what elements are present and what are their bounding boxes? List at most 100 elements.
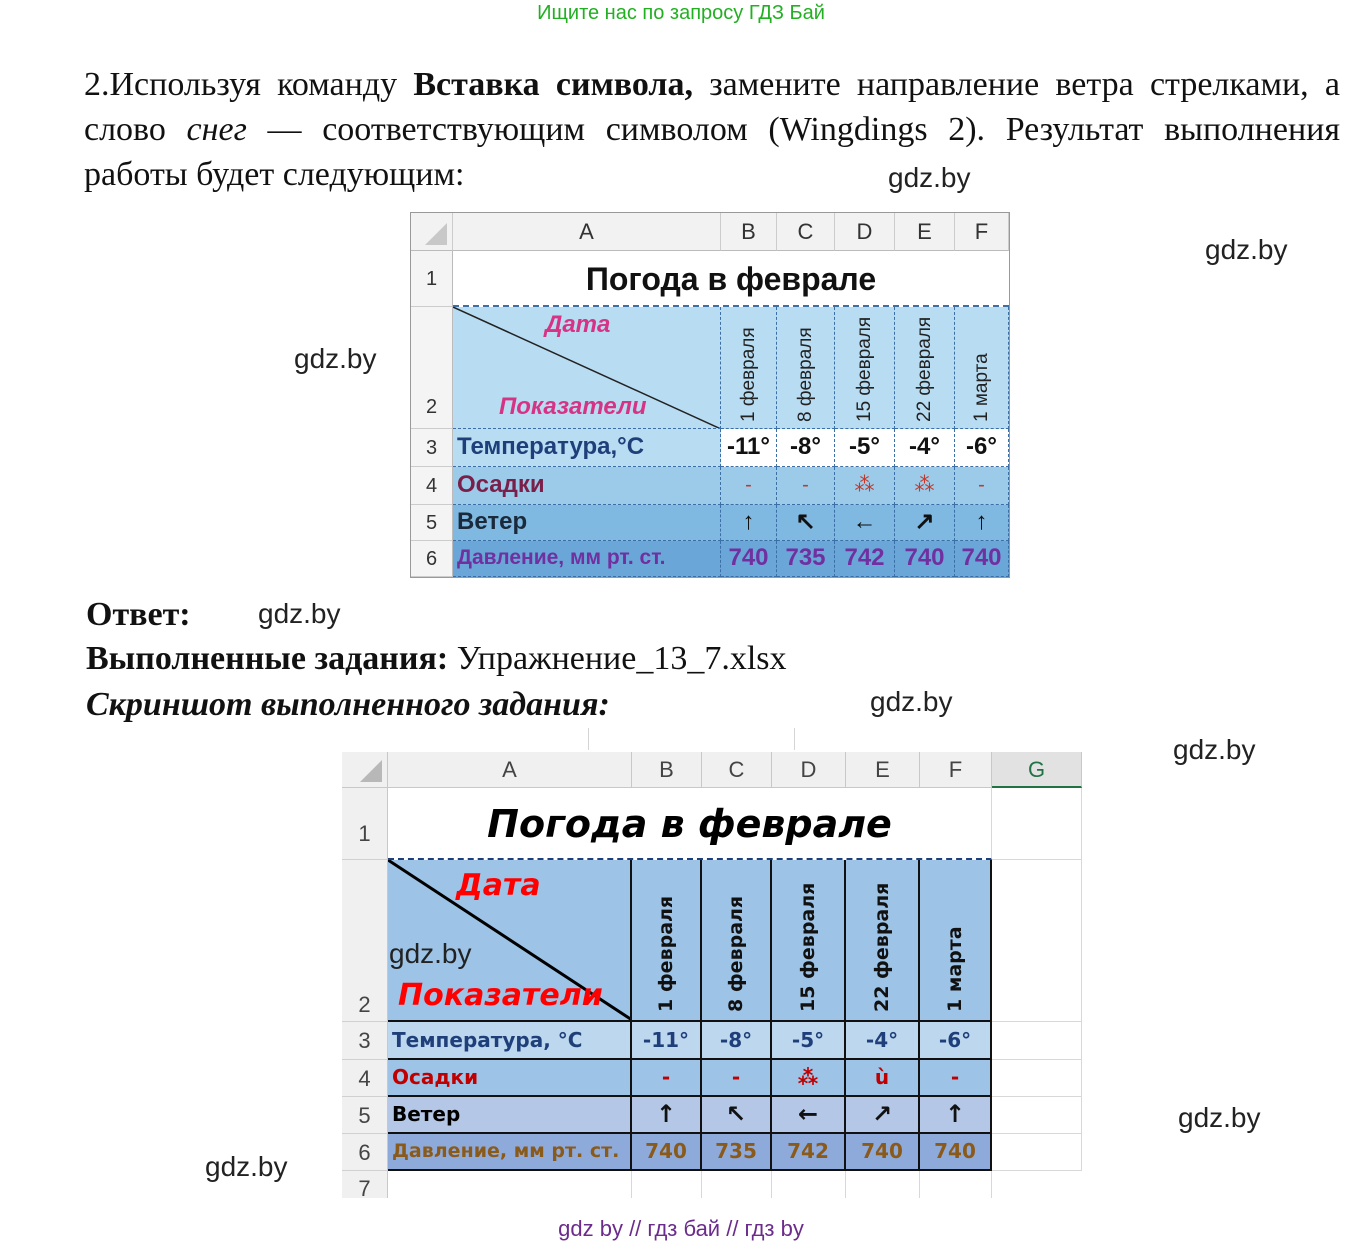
pressure-value[interactable]: 740 [920, 1134, 992, 1171]
row-header[interactable]: 1 [342, 788, 388, 860]
date-header-cell: 22 февраля [895, 307, 955, 429]
col-header: E [895, 213, 955, 251]
label-pressure[interactable]: Давление, мм рт. ст. [388, 1134, 632, 1171]
row-header[interactable]: 4 [342, 1060, 388, 1097]
diag-indicators-label: Показатели [398, 978, 603, 1013]
temperature-value[interactable]: -6° [920, 1022, 992, 1060]
date-header-cell[interactable]: 8 февраля [702, 860, 772, 1022]
col-header[interactable]: C [702, 752, 772, 788]
snow-symbol[interactable]: ⁂ [772, 1060, 846, 1097]
col-header[interactable]: B [632, 752, 702, 788]
watermark: gdz.by [205, 1151, 288, 1182]
date-header-cell[interactable]: 15 февраля [772, 860, 846, 1022]
pressure-value[interactable]: 740 [632, 1134, 702, 1171]
row-header: 2 [411, 307, 453, 429]
col-header[interactable]: A [388, 752, 632, 788]
done-line: Выполненные задания: Упражнение_13_7.xls… [86, 640, 787, 678]
table-title[interactable]: Погода в феврале [388, 788, 992, 860]
wind-arrow-icon: ↗ [895, 505, 955, 541]
precip-value[interactable]: - [920, 1060, 992, 1097]
task-paragraph: 2.Используя команду Вставка символа, зам… [44, 62, 1340, 197]
top-banner: Ищите нас по запросу ГДЗ Бай [537, 2, 825, 24]
watermark: gdz.by [870, 686, 953, 717]
wind-arrow-icon[interactable]: ← [772, 1097, 846, 1134]
row-header[interactable]: 7 [342, 1171, 388, 1201]
task-number: 2. [84, 66, 110, 103]
empty-cell[interactable] [992, 1097, 1082, 1134]
empty-cell[interactable] [846, 1171, 920, 1198]
temperature-value[interactable]: -11° [632, 1022, 702, 1060]
temperature-value[interactable]: -5° [772, 1022, 846, 1060]
temperature-value[interactable]: -4° [846, 1022, 920, 1060]
col-header[interactable]: D [772, 752, 846, 788]
row-header[interactable]: 5 [342, 1097, 388, 1134]
empty-cell[interactable] [388, 1171, 632, 1198]
col-header[interactable]: F [920, 752, 992, 788]
label-temperature: Температура,°С [453, 429, 721, 467]
date-header-cell[interactable]: 1 марта [920, 860, 992, 1022]
temperature-value: -4° [895, 429, 955, 467]
wind-arrow-icon[interactable]: ↗ [846, 1097, 920, 1134]
row-header: 1 [411, 251, 453, 307]
task-italic-word: снег [186, 111, 247, 148]
label-temperature[interactable]: Температура, °С [388, 1022, 632, 1060]
wind-arrow-icon[interactable]: ↑ [632, 1097, 702, 1134]
wind-arrow-icon[interactable]: ↖ [702, 1097, 772, 1134]
snow-symbol[interactable]: ù [846, 1060, 920, 1097]
watermark: gdz.by [1173, 734, 1256, 765]
precip-value[interactable]: - [632, 1060, 702, 1097]
row-header[interactable]: 2 [342, 860, 388, 1022]
date-header-cell: 15 февраля [835, 307, 895, 429]
wind-arrow-icon[interactable]: ↑ [920, 1097, 992, 1134]
pressure-value[interactable]: 742 [772, 1134, 846, 1171]
empty-cell[interactable] [702, 1171, 772, 1198]
temperature-value: -11° [721, 429, 777, 467]
row-header: 5 [411, 505, 453, 541]
pressure-value[interactable]: 740 [846, 1134, 920, 1171]
empty-cell[interactable] [992, 1022, 1082, 1060]
label-pressure: Давление, мм рт. ст. [453, 541, 721, 577]
wind-arrow-icon: ↖ [777, 505, 835, 541]
watermark: gdz.by [258, 598, 341, 629]
diag-date-label: Дата [545, 311, 611, 338]
task-part1: Используя команду [109, 66, 414, 103]
pressure-value[interactable]: 735 [702, 1134, 772, 1171]
label-precipitation[interactable]: Осадки [388, 1060, 632, 1097]
diag-date-label: Дата [456, 868, 541, 903]
watermark: gdz.by [888, 162, 971, 193]
col-header-selected[interactable]: G [992, 752, 1082, 788]
pressure-value: 742 [835, 541, 895, 577]
snow-symbol: ⁂ [895, 467, 955, 505]
empty-cell[interactable] [992, 860, 1082, 1022]
label-wind[interactable]: Ветер [388, 1097, 632, 1134]
task-part2: замените направление ветра стрелками, а … [84, 66, 1340, 148]
sheet-tab-strip [342, 726, 1082, 753]
empty-cell[interactable] [632, 1171, 702, 1198]
row-header[interactable]: 6 [342, 1134, 388, 1171]
diagonal-header-cell[interactable]: Дата Показатели [388, 860, 632, 1022]
empty-cell[interactable] [992, 788, 1082, 860]
row-header[interactable]: 3 [342, 1022, 388, 1060]
precip-value[interactable]: - [702, 1060, 772, 1097]
date-label: 22 февраля [871, 882, 893, 1012]
empty-cell[interactable] [992, 1060, 1082, 1097]
empty-cell[interactable] [772, 1171, 846, 1198]
footer-links[interactable]: gdz by // гдз бай // гдз by [558, 1216, 804, 1241]
temperature-value[interactable]: -8° [702, 1022, 772, 1060]
date-label: 8 февраля [794, 327, 816, 422]
precip-value: - [721, 467, 777, 505]
task-part3: — соответствующим символом (Wingdings 2)… [84, 111, 1340, 193]
done-label: Выполненные задания: [86, 640, 449, 677]
empty-cell[interactable] [992, 1134, 1082, 1171]
done-file: Упражнение_13_7.xlsx [448, 640, 787, 677]
date-label: 1 февраля [655, 895, 677, 1012]
col-header[interactable]: E [846, 752, 920, 788]
date-label: 15 февраля [797, 882, 819, 1012]
screenshot-label: Скриншот выполненного задания: [86, 686, 610, 723]
select-all-corner[interactable] [342, 752, 388, 788]
date-header-cell[interactable]: 1 февраля [632, 860, 702, 1022]
date-header-cell: 1 февраля [721, 307, 777, 429]
date-header-cell[interactable]: 22 февраля [846, 860, 920, 1022]
empty-cell[interactable] [920, 1171, 992, 1198]
pressure-value: 740 [955, 541, 1009, 577]
